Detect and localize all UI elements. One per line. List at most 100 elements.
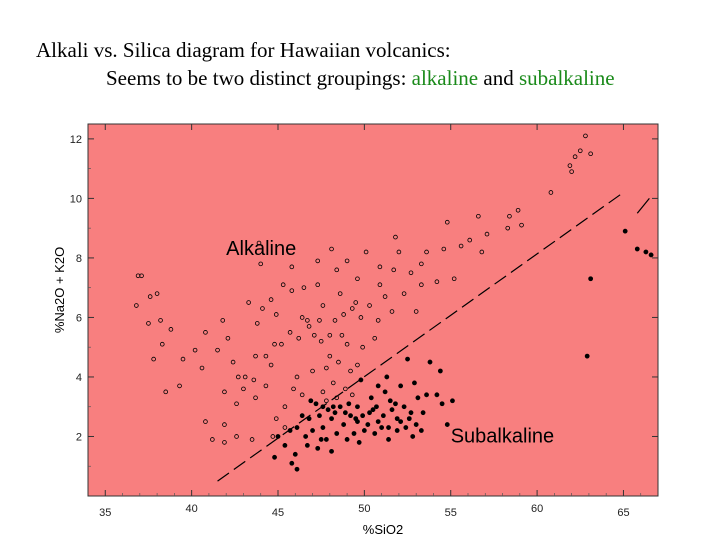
alkaline-point bbox=[151, 356, 156, 362]
alkaline-point bbox=[451, 276, 457, 282]
alkaline-point bbox=[291, 386, 296, 392]
alkaline-point bbox=[344, 258, 350, 264]
alkaline-point bbox=[327, 353, 333, 359]
subalkaline-point bbox=[401, 404, 407, 410]
subalkaline-point bbox=[412, 380, 417, 386]
alkaline-point bbox=[389, 309, 395, 314]
subalkaline-point bbox=[317, 413, 322, 419]
alkaline-point bbox=[192, 347, 198, 353]
alkaline-point bbox=[246, 300, 251, 305]
subalkaline-point bbox=[292, 451, 298, 457]
alkaline-point bbox=[258, 261, 264, 267]
alkaline-point bbox=[305, 318, 310, 323]
subalkaline-point bbox=[379, 425, 385, 430]
subalkaline-point bbox=[348, 413, 353, 419]
subalkaline-point bbox=[361, 428, 367, 433]
alkaline-point bbox=[234, 434, 239, 439]
y-tick-label: 6 bbox=[76, 312, 82, 324]
alkaline-point bbox=[299, 315, 305, 320]
subalkaline-point bbox=[287, 428, 293, 433]
alkaline-point bbox=[329, 246, 334, 252]
alkaline-point bbox=[336, 359, 341, 365]
alkaline-point bbox=[199, 365, 205, 371]
alkaline-point bbox=[401, 291, 407, 296]
region-annotation: Subalkaline bbox=[451, 425, 554, 447]
alkaline-point bbox=[413, 309, 419, 314]
subalkaline-point bbox=[393, 401, 398, 407]
subalkaline-point bbox=[420, 410, 426, 416]
alkaline-point bbox=[363, 249, 369, 255]
alkaline-point bbox=[548, 190, 554, 195]
title-subalkaline-word: subalkaline bbox=[518, 66, 615, 90]
subalkaline-point bbox=[294, 466, 300, 472]
subalkaline-point bbox=[320, 404, 326, 410]
alkaline-point bbox=[256, 240, 262, 246]
subalkaline-point bbox=[384, 374, 390, 380]
alkaline-point bbox=[577, 148, 583, 154]
alkaline-point bbox=[299, 392, 305, 398]
alkaline-point bbox=[344, 341, 350, 347]
subalkaline-point bbox=[306, 416, 312, 422]
subalkaline-point bbox=[374, 404, 379, 410]
subalkaline-point bbox=[418, 428, 424, 433]
y-tick-label: 2 bbox=[76, 431, 82, 443]
subalkaline-point bbox=[405, 356, 410, 362]
alkaline-point bbox=[424, 249, 429, 255]
subalkaline-point bbox=[304, 443, 310, 448]
title-and-word: and bbox=[478, 66, 519, 90]
alkaline-point bbox=[327, 332, 333, 338]
alkaline-point bbox=[572, 154, 578, 160]
subalkaline-point bbox=[320, 425, 326, 430]
alkaline-point bbox=[334, 267, 340, 273]
alkaline-point bbox=[353, 300, 359, 305]
alkaline-point bbox=[318, 338, 324, 344]
subalkaline-point bbox=[329, 416, 334, 422]
alkaline-point bbox=[249, 437, 255, 442]
alkaline-point bbox=[567, 163, 573, 168]
alkaline-point bbox=[334, 395, 340, 401]
x-tick-label: 35 bbox=[99, 507, 111, 519]
title-line-2-prefix: Seems to be two distinct groupings: bbox=[106, 66, 412, 90]
y-tick-label: 10 bbox=[70, 193, 82, 205]
alkaline-point bbox=[320, 303, 326, 308]
alkaline-point bbox=[301, 285, 307, 290]
subalkaline-point bbox=[634, 246, 640, 252]
alkaline-point bbox=[134, 303, 139, 308]
alkaline-point bbox=[282, 404, 288, 410]
x-axis-label: %SiO2 bbox=[363, 522, 403, 537]
chart-title: Alkali vs. Silica diagram for Hawaiian v… bbox=[36, 36, 716, 92]
alkaline-point bbox=[222, 422, 227, 427]
alkaline-point bbox=[282, 425, 288, 430]
alkaline-point bbox=[375, 318, 381, 323]
subalkaline-point bbox=[588, 276, 594, 282]
subalkaline-point bbox=[437, 368, 443, 374]
subalkaline-point bbox=[427, 359, 433, 365]
subalkaline-point bbox=[353, 416, 359, 422]
alkaline-point bbox=[382, 294, 388, 299]
alkaline-point bbox=[254, 321, 260, 326]
alkaline-point bbox=[320, 389, 326, 395]
alkaline-point bbox=[391, 267, 397, 273]
alkaline-point bbox=[225, 335, 231, 341]
subalkaline-point bbox=[450, 398, 455, 404]
alkaline-point bbox=[168, 327, 174, 332]
alkaline-point bbox=[515, 208, 521, 213]
alkaline-point bbox=[311, 332, 317, 338]
divider-dashed-line bbox=[217, 191, 624, 482]
subalkaline-point bbox=[398, 419, 404, 424]
alkaline-point bbox=[310, 368, 315, 374]
subalkaline-point bbox=[323, 437, 329, 442]
subalkaline-point bbox=[318, 437, 324, 442]
subalkaline-point bbox=[310, 428, 315, 433]
alkaline-point bbox=[159, 341, 165, 347]
subalkaline-point bbox=[351, 431, 357, 436]
alkaline-point bbox=[180, 356, 186, 362]
alkaline-subalkaline-divider bbox=[217, 191, 650, 482]
alkaline-point bbox=[330, 380, 336, 386]
subalkaline-point bbox=[341, 422, 347, 427]
alkaline-point bbox=[210, 437, 215, 442]
alkaline-point bbox=[177, 383, 182, 389]
subalkaline-point bbox=[346, 401, 352, 407]
alkaline-point bbox=[253, 353, 258, 359]
alkaline-point bbox=[263, 383, 269, 389]
